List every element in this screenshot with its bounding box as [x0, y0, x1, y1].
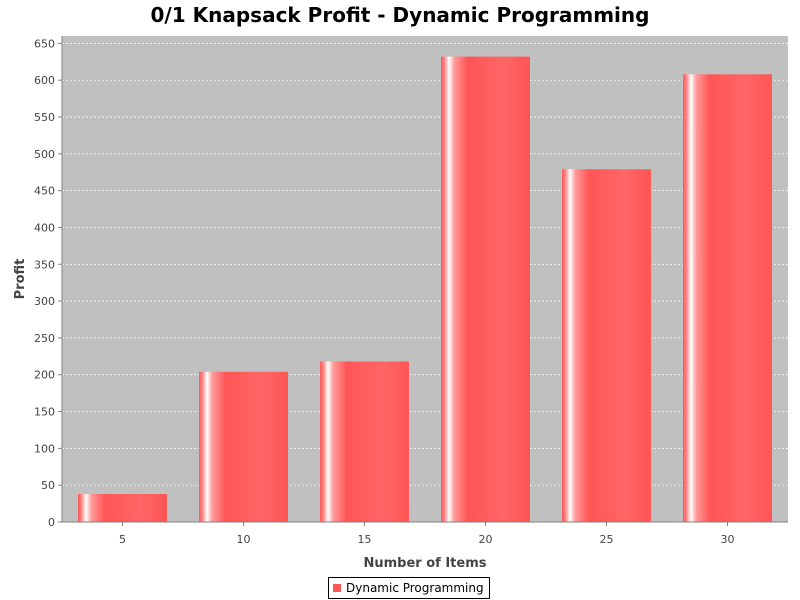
legend-label: Dynamic Programming — [346, 581, 484, 595]
bar — [683, 74, 772, 523]
y-tick-label: 300 — [34, 295, 55, 308]
x-axis-label: Number of Items — [363, 556, 486, 571]
x-tick-label: 15 — [358, 533, 372, 546]
bar — [562, 169, 651, 523]
legend: Dynamic Programming — [328, 577, 490, 599]
bar — [320, 361, 409, 522]
x-tick-label: 5 — [119, 533, 126, 546]
grid-lines — [62, 43, 788, 486]
y-tick-label: 450 — [34, 185, 55, 198]
y-tick-label: 100 — [34, 442, 55, 455]
y-tick-label: 550 — [34, 111, 55, 124]
y-tick-label: 500 — [34, 148, 55, 161]
y-tick-label: 650 — [34, 37, 55, 50]
x-tick-label: 20 — [479, 533, 493, 546]
x-ticks: 5 10 15 20 25 30 — [119, 522, 735, 546]
chart-title: 0/1 Knapsack Profit - Dynamic Programmin… — [150, 3, 650, 27]
y-tick-label: 200 — [34, 369, 55, 382]
y-tick-label: 0 — [48, 516, 55, 529]
y-ticks: 0 50 100 150 200 250 300 350 400 450 500 550 600 650 — [34, 37, 62, 529]
bar — [199, 371, 288, 522]
y-axis-label: Profit — [13, 259, 28, 300]
legend-swatch — [333, 584, 341, 592]
plot-area — [62, 36, 788, 522]
bars — [78, 56, 772, 523]
y-tick-label: 250 — [34, 332, 55, 345]
y-tick-label: 50 — [41, 479, 55, 492]
x-tick-label: 30 — [721, 533, 735, 546]
y-tick-label: 600 — [34, 74, 55, 87]
x-tick-label: 25 — [600, 533, 614, 546]
bar — [78, 494, 167, 522]
y-tick-label: 350 — [34, 258, 55, 271]
bar — [441, 56, 530, 522]
y-tick-label: 400 — [34, 221, 55, 234]
y-tick-label: 150 — [34, 406, 55, 419]
x-tick-label: 10 — [237, 533, 251, 546]
